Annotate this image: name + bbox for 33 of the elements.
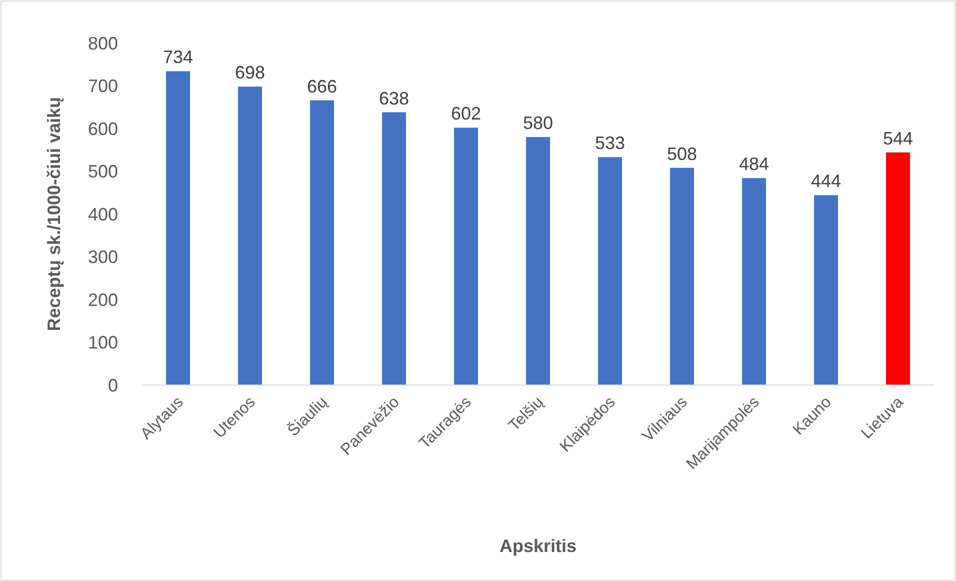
bar bbox=[166, 71, 190, 385]
data-label: 734 bbox=[162, 47, 194, 68]
y-tick-label: 100 bbox=[88, 332, 118, 353]
y-tick-label: 700 bbox=[88, 76, 118, 96]
bar bbox=[598, 157, 622, 385]
y-tick-label: 0 bbox=[108, 375, 118, 396]
data-label: 638 bbox=[378, 88, 410, 108]
data-label: 533 bbox=[594, 133, 626, 154]
bar bbox=[742, 178, 766, 385]
data-label: 484 bbox=[738, 154, 770, 174]
data-label: 698 bbox=[234, 62, 266, 83]
data-label: 602 bbox=[450, 104, 482, 124]
y-tick-label: 300 bbox=[88, 247, 118, 268]
data-label: 544 bbox=[882, 128, 914, 148]
bar bbox=[670, 168, 694, 385]
data-label: 444 bbox=[810, 171, 842, 192]
data-label: 580 bbox=[522, 113, 554, 134]
bar bbox=[382, 112, 406, 385]
bar bbox=[526, 137, 550, 385]
y-tick-label: 200 bbox=[88, 290, 118, 310]
data-label: 666 bbox=[306, 76, 338, 96]
bar bbox=[310, 100, 334, 385]
bar bbox=[814, 195, 838, 385]
y-tick-label: 500 bbox=[88, 162, 118, 182]
y-axis-title: Receptų sk./1000-čiui vaikų bbox=[44, 96, 64, 332]
x-axis-title: Apskritis bbox=[499, 536, 577, 556]
y-tick-label: 800 bbox=[88, 33, 118, 54]
bar bbox=[238, 86, 262, 385]
data-label: 508 bbox=[666, 144, 698, 164]
bar bbox=[454, 128, 478, 385]
y-tick-label: 600 bbox=[88, 118, 118, 139]
bar bbox=[886, 152, 910, 385]
y-tick-label: 400 bbox=[88, 204, 118, 224]
